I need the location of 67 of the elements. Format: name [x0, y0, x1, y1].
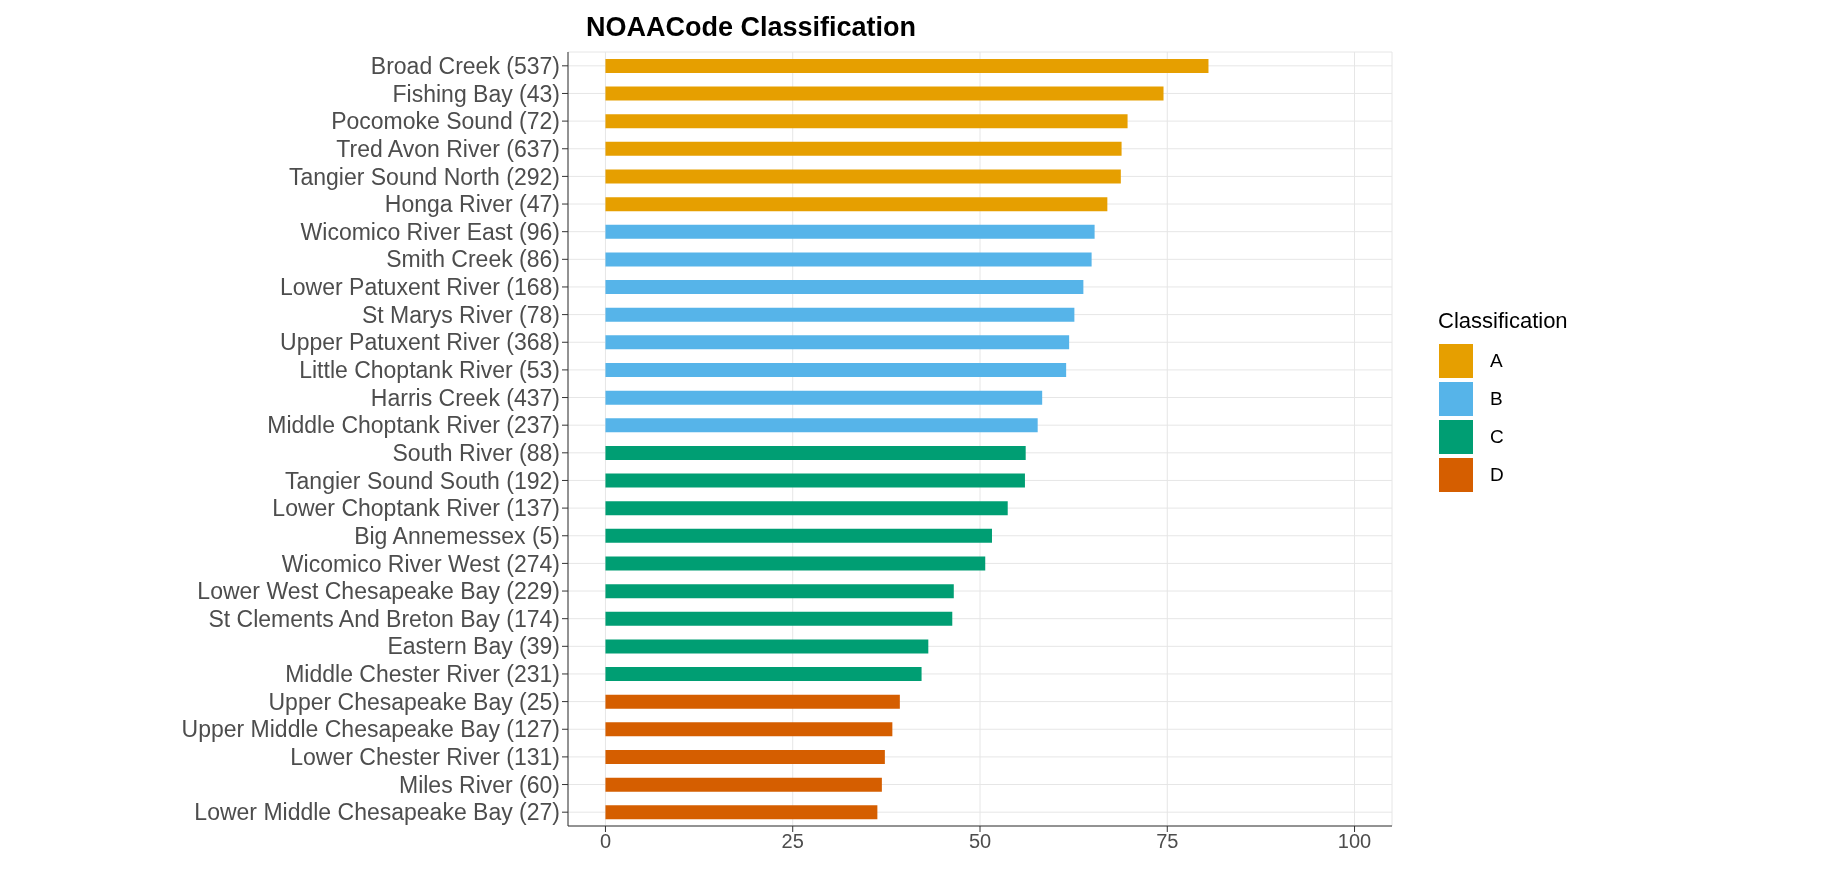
y-tick-label: Tred Avon River (637): [336, 135, 560, 162]
bar: [605, 749, 885, 764]
chart-title: NOAACode Classification: [586, 12, 917, 43]
bar: [605, 418, 1038, 433]
bar: [605, 335, 1070, 350]
legend-label: C: [1490, 426, 1504, 448]
y-tick-label: Lower West Chesapeake Bay (229): [197, 578, 560, 605]
y-tick-label: Smith Creek (86): [386, 246, 560, 273]
bar: [605, 584, 954, 599]
legend-label: A: [1490, 350, 1503, 372]
bar: [605, 694, 900, 709]
y-tick-label: Upper Patuxent River (368): [280, 329, 560, 356]
legend-title: Classification: [1438, 308, 1568, 334]
y-tick-label: Lower Choptank River (137): [272, 495, 560, 522]
bar: [605, 114, 1128, 129]
bar: [605, 805, 878, 820]
y-tick-label: St Clements And Breton Bay (174): [208, 605, 560, 632]
y-tick-label: St Marys River (78): [361, 301, 560, 328]
bar: [605, 501, 1008, 516]
y-tick-label: Big Annemessex (5): [354, 522, 560, 549]
y-tick-label: Lower Patuxent River (168): [280, 274, 560, 301]
y-tick-label: Tangier Sound South (192): [285, 467, 560, 494]
bar: [605, 141, 1122, 156]
y-tick-label: Pocomoke Sound (72): [331, 108, 560, 135]
y-tick-label: Wicomico River East (96): [300, 218, 560, 245]
y-tick-label: Fishing Bay (43): [392, 80, 560, 107]
bar: [605, 390, 1043, 405]
y-tick-label: Eastern Bay (39): [387, 633, 560, 660]
bar: [605, 445, 1026, 460]
bar: [605, 473, 1025, 488]
bar: [605, 252, 1092, 267]
bar: [605, 722, 893, 737]
y-tick-label: Tangier Sound North (292): [288, 163, 560, 190]
bar: [605, 362, 1067, 377]
bar: [605, 556, 986, 571]
x-tick-label: 100: [1337, 830, 1372, 853]
bar: [605, 197, 1108, 212]
x-tick-label: 50: [968, 830, 992, 853]
bar: [605, 611, 953, 626]
bar: [605, 58, 1209, 73]
legend-label: D: [1490, 464, 1504, 486]
x-tick-label: 75: [1156, 830, 1179, 853]
bar: [605, 667, 922, 682]
bar: [605, 280, 1084, 295]
bar: [605, 777, 882, 792]
x-tick-label: 0: [599, 830, 612, 853]
y-tick-label: Little Choptank River (53): [299, 357, 560, 384]
bar: [605, 86, 1164, 101]
y-tick-label: South River (88): [392, 439, 560, 466]
bar: [605, 528, 992, 543]
y-tick-label: Lower Chester River (131): [290, 744, 560, 771]
bar: [605, 307, 1075, 322]
y-tick-label: Miles River (60): [398, 771, 560, 798]
y-tick-label: Upper Middle Chesapeake Bay (127): [181, 716, 560, 743]
y-tick-label: Upper Chesapeake Bay (25): [268, 688, 560, 715]
y-tick-label: Lower Middle Chesapeake Bay (27): [194, 799, 560, 826]
y-tick-label: Middle Chester River (231): [285, 661, 560, 688]
y-tick-label: Honga River (47): [384, 191, 560, 218]
bar: [605, 169, 1121, 184]
y-tick-label: Middle Choptank River (237): [267, 412, 560, 439]
bar: [605, 639, 929, 654]
bar: [605, 224, 1095, 239]
y-tick-label: Wicomico River West (274): [281, 550, 560, 577]
legend-label: B: [1490, 388, 1503, 410]
y-tick-label: Harris Creek (437): [370, 384, 560, 411]
y-tick-label: Broad Creek (537): [370, 52, 560, 79]
x-tick-label: 25: [781, 830, 804, 853]
